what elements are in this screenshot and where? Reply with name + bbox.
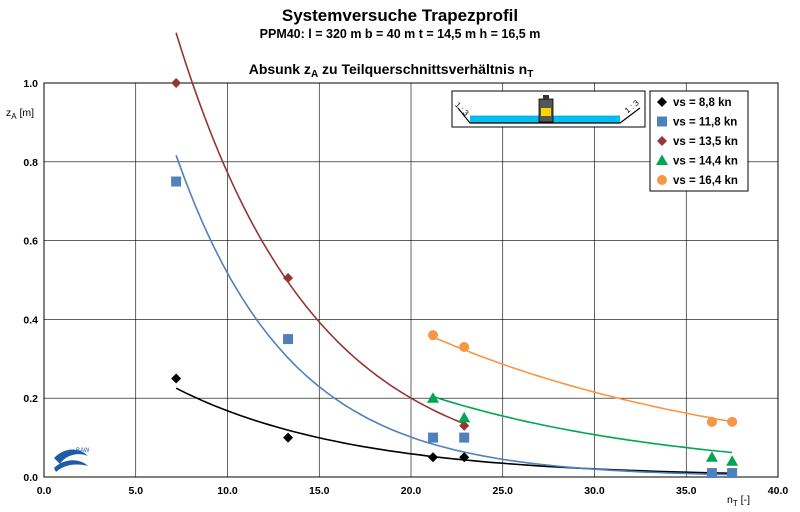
data-point-series-4 [706,416,717,427]
data-point-series-4 [727,416,738,427]
y-tick-label: 0.8 [23,157,38,169]
baw-logo: BAW [54,448,90,472]
legend-marker-0 [657,97,667,107]
chart-title-sub2: T [527,69,533,80]
data-point-series-1 [706,468,717,479]
legend-marker-4 [657,175,667,185]
logo-text: BAW [76,448,90,454]
legend-marker-1 [657,116,667,127]
legend-label-1: vs = 11,8 kn [673,117,737,129]
data-point-series-2 [459,420,470,431]
data-point-series-3 [458,411,471,423]
legend-label-4: vs = 16,4 kn [673,175,738,187]
data-markers [171,78,739,479]
x-tick-label: 20.0 [401,485,422,497]
chart-title: Absunk zA zu Teilquerschnittsverhältnis … [249,61,534,80]
legend-marker-2 [657,136,667,146]
x-tick-label: 40.0 [768,485,789,497]
data-point-series-3 [726,455,739,466]
x-tick-label: 5.0 [128,485,143,497]
chart-title-main: Absunk z [249,61,311,77]
trend-lines [175,32,733,476]
x-tick-label: 30.0 [584,485,605,497]
page-title: Systemversuche Trapezprofil [281,6,519,25]
trend-line-series-3 [432,395,733,454]
cross-section-inset: 1 : 3 1 : 3 [451,90,646,128]
data-point-series-3 [705,451,718,462]
y-axis-label: zA [m] [6,107,34,121]
y-tick-label: 1.0 [23,78,38,90]
chart-title-sub: A [311,69,318,80]
x-tick-label: 35.0 [676,485,697,497]
data-point-series-3 [427,392,440,403]
data-point-series-4 [428,330,439,341]
data-point-series-1 [459,432,470,443]
legend: vs = 8,8 kn vs = 11,8 kn vs = 13,5 kn vs = … [649,90,749,192]
data-point-series-1 [428,432,439,443]
data-point-series-1 [283,334,294,345]
legend-marker-3 [656,154,668,165]
page-subtitle: PPM40: l = 320 m b = 40 m t = 14,5 m h =… [259,27,541,41]
data-point-series-0 [428,452,439,463]
trend-line-series-4 [432,336,733,423]
y-tick-label: 0.4 [23,314,38,326]
data-point-series-0 [171,373,182,384]
data-point-series-4 [459,341,470,352]
data-point-series-2 [171,78,182,88]
legend-label-2: vs = 13,5 kn [673,136,738,148]
data-point-series-1 [727,468,738,479]
data-point-series-1 [171,176,182,187]
y-tick-labels: 0.0 0.2 0.4 0.6 0.8 1.0 [23,78,38,484]
x-axis-label: nT [-] [727,494,750,508]
y-tick-label: 0.2 [23,393,38,405]
data-point-series-0 [459,452,470,463]
plot-area [43,82,779,478]
legend-label-3: vs = 14,4 kn [673,156,738,168]
data-point-series-0 [283,432,294,443]
x-tick-label: 25.0 [493,485,514,497]
y-tick-label: 0.6 [23,236,38,248]
x-tick-label: 10.0 [217,485,238,497]
data-point-series-2 [283,273,294,284]
trend-line-series-2 [175,32,465,425]
chart-title-rest: zu Teilquerschnittsverhältnis n [318,61,527,77]
x-tick-label: 15.0 [309,485,330,497]
y-tick-label: 0.0 [23,472,38,484]
legend-label-0: vs = 8,8 kn [673,97,732,109]
x-tick-label: 0.0 [37,485,52,497]
x-tick-labels: 0.0 5.0 10.0 15.0 20.0 25.0 30.0 35.0 40.0 [37,485,789,497]
trend-line-series-0 [175,387,733,475]
trend-line-series-1 [175,155,733,476]
